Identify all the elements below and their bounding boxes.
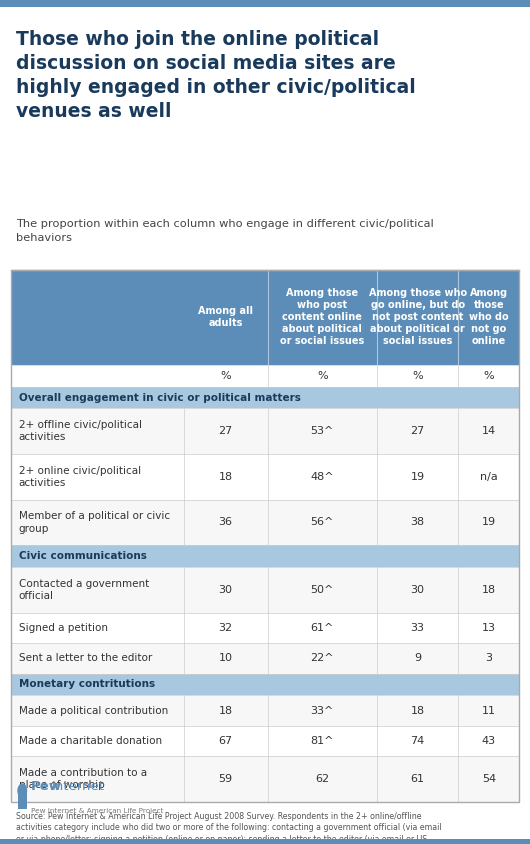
Text: 59: 59	[218, 774, 233, 784]
Text: 61^: 61^	[311, 623, 334, 633]
Bar	[11, 408, 519, 454]
Text: 18: 18	[218, 706, 233, 716]
Text: Contacted a government
official: Contacted a government official	[19, 579, 149, 601]
Text: 33^: 33^	[311, 706, 334, 716]
Text: 27: 27	[411, 426, 425, 436]
Text: Pew Internet & American Life Project: Pew Internet & American Life Project	[31, 808, 163, 814]
Text: Among those who
go online, but do
not post content
about political or
social iss: Among those who go online, but do not po…	[368, 289, 467, 346]
Text: 30: 30	[218, 585, 233, 595]
Bar	[11, 756, 519, 802]
Text: 36: 36	[218, 517, 233, 528]
Text: 62: 62	[315, 774, 329, 784]
Text: 2+ offline civic/political
activities: 2+ offline civic/political activities	[19, 420, 142, 442]
Text: 11: 11	[482, 706, 496, 716]
Bar	[0, 0, 530, 7]
Text: 18: 18	[218, 472, 233, 482]
Bar	[18, 791, 26, 809]
Text: Those who join the online political
discussion on social media sites are
highly : Those who join the online political disc…	[16, 30, 416, 122]
Text: 54: 54	[482, 774, 496, 784]
Text: 56^: 56^	[311, 517, 334, 528]
Bar	[11, 365, 519, 387]
Text: 13: 13	[482, 623, 496, 633]
Text: %: %	[317, 371, 328, 381]
Text: 9: 9	[414, 653, 421, 663]
Text: 67: 67	[218, 736, 233, 746]
Text: 22^: 22^	[311, 653, 334, 663]
Text: n/a: n/a	[480, 472, 498, 482]
Text: 18: 18	[411, 706, 425, 716]
Text: Made a contribution to a
place of worship: Made a contribution to a place of worshi…	[19, 768, 147, 790]
Text: 53^: 53^	[311, 426, 334, 436]
Bar	[11, 545, 519, 567]
Text: %: %	[412, 371, 423, 381]
Text: Pew: Pew	[31, 781, 61, 793]
Text: 3: 3	[485, 653, 492, 663]
Text: 32: 32	[218, 623, 233, 633]
Text: Made a charitable donation: Made a charitable donation	[19, 736, 162, 746]
Text: Signed a petition: Signed a petition	[19, 623, 108, 633]
Text: 2+ online civic/political
activities: 2+ online civic/political activities	[19, 466, 140, 488]
Bar	[11, 500, 519, 545]
Text: 33: 33	[411, 623, 425, 633]
Text: 38: 38	[411, 517, 425, 528]
Text: 27: 27	[218, 426, 233, 436]
Bar	[11, 270, 519, 365]
Text: 61: 61	[411, 774, 425, 784]
Text: 43: 43	[482, 736, 496, 746]
Text: Among all
adults: Among all adults	[198, 306, 253, 328]
Bar	[11, 695, 519, 726]
Text: 19: 19	[411, 472, 425, 482]
Text: Internet: Internet	[52, 781, 105, 793]
Bar	[11, 387, 519, 408]
Text: 50^: 50^	[311, 585, 334, 595]
Text: 48^: 48^	[311, 472, 334, 482]
Bar	[11, 454, 519, 500]
Bar	[11, 270, 519, 802]
Text: Overall engagement in civic or political matters: Overall engagement in civic or political…	[19, 392, 301, 403]
Text: %: %	[483, 371, 494, 381]
Text: Among
those
who do
not go
online: Among those who do not go online	[469, 289, 509, 346]
Circle shape	[18, 784, 26, 798]
Bar	[0, 839, 530, 844]
Text: 10: 10	[218, 653, 233, 663]
Text: 30: 30	[411, 585, 425, 595]
Text: Made a political contribution: Made a political contribution	[19, 706, 168, 716]
Bar	[11, 567, 519, 613]
Text: 18: 18	[482, 585, 496, 595]
Text: Monetary contritutions: Monetary contritutions	[19, 679, 155, 690]
Text: Sent a letter to the editor: Sent a letter to the editor	[19, 653, 152, 663]
Bar	[11, 726, 519, 756]
Text: Civic communications: Civic communications	[19, 551, 146, 561]
Text: Among those
who post
content online
about political
or social issues: Among those who post content online abou…	[280, 289, 364, 346]
Bar	[11, 674, 519, 695]
Text: 14: 14	[482, 426, 496, 436]
Text: 19: 19	[482, 517, 496, 528]
Text: %: %	[220, 371, 231, 381]
Text: Member of a political or civic
group: Member of a political or civic group	[19, 511, 170, 533]
Text: 74: 74	[411, 736, 425, 746]
Bar	[11, 643, 519, 674]
Text: Source: Pew Internet & American Life Project August 2008 Survey. Respondents in : Source: Pew Internet & American Life Pro…	[16, 812, 443, 844]
Text: The proportion within each column who engage in different civic/political
behavi: The proportion within each column who en…	[16, 219, 434, 242]
Bar	[11, 613, 519, 643]
Text: 81^: 81^	[311, 736, 334, 746]
